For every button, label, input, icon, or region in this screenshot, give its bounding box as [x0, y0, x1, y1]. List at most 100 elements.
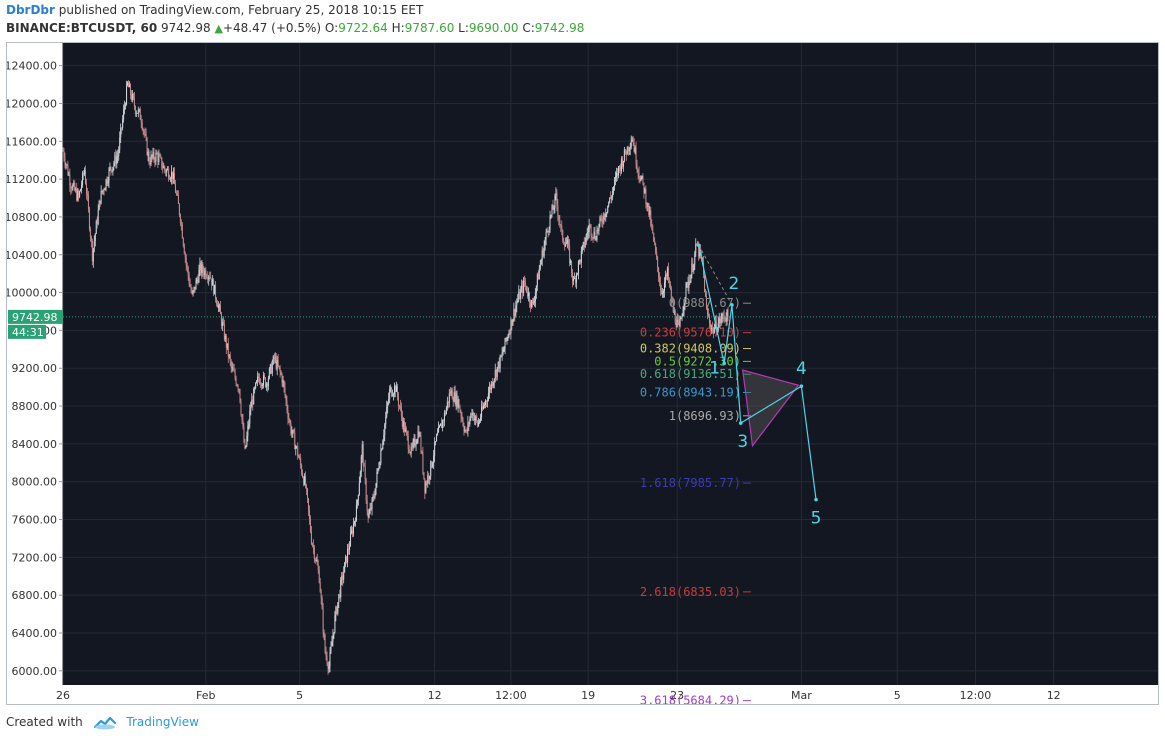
candle-body	[141, 122, 143, 130]
candle-body	[412, 441, 414, 448]
open-value: 9722.64	[338, 21, 388, 35]
candle-body	[654, 240, 656, 245]
candle-body	[322, 609, 324, 632]
candle-body	[311, 543, 313, 546]
candle-body	[648, 203, 650, 216]
candle-body	[251, 399, 253, 408]
candle-body	[395, 385, 397, 393]
candle-body	[581, 245, 583, 251]
candle-body	[275, 357, 277, 369]
candle-body	[410, 446, 412, 454]
candle-body	[641, 175, 643, 178]
candle-body	[266, 383, 268, 387]
candle-body	[571, 260, 573, 273]
candle-body	[277, 360, 279, 366]
candle-body	[160, 155, 162, 158]
candle-body	[659, 277, 661, 283]
candle-body	[600, 217, 602, 219]
candle-body	[558, 215, 560, 220]
candle-body	[292, 429, 294, 433]
candle-body	[319, 582, 321, 593]
candle-body	[165, 170, 167, 173]
candle-body	[127, 82, 129, 86]
high-value: 9787.60	[404, 21, 455, 35]
candle-body	[639, 177, 641, 181]
candle-body	[723, 315, 725, 319]
candle-body	[120, 127, 122, 138]
candle-body	[610, 197, 612, 199]
fib-level-label: 0.5(9272.30)	[654, 354, 741, 368]
candle-body	[110, 166, 112, 170]
candle-body	[707, 314, 709, 317]
candle-body	[339, 594, 341, 598]
candle-body	[196, 279, 198, 281]
candle-body	[672, 301, 674, 313]
candle-body	[88, 208, 90, 230]
candle-body	[256, 380, 258, 383]
ohlc-line: BINANCE:BTCUSDT, 60 9742.98 ▲+48.47 (+0.…	[6, 21, 584, 35]
candle-body	[348, 549, 350, 550]
candle-body	[530, 300, 532, 307]
candle-body	[713, 327, 715, 334]
candle-body	[440, 423, 442, 429]
candle-body	[406, 431, 408, 436]
candle-body	[536, 274, 538, 286]
candle-body	[148, 151, 150, 164]
candle-body	[657, 256, 659, 268]
candle-body	[512, 319, 514, 326]
candle-body	[170, 178, 172, 180]
candle-body	[405, 428, 407, 432]
candle-body	[477, 420, 479, 427]
candle-body	[217, 305, 219, 308]
candle-body	[142, 129, 144, 131]
candle-body	[548, 229, 550, 232]
candle-body	[325, 652, 327, 657]
candle-body	[668, 279, 670, 284]
candle-body	[185, 257, 187, 265]
candle-body	[307, 498, 309, 511]
candle-body	[647, 203, 649, 207]
candle-body	[615, 176, 617, 180]
countdown-badge	[8, 324, 46, 339]
candle-body	[663, 282, 665, 292]
candle-body	[156, 152, 158, 155]
candle-body	[85, 183, 87, 194]
candle-body	[308, 510, 310, 519]
candle-body	[419, 435, 421, 437]
candle-body	[397, 396, 399, 406]
candle-body	[533, 301, 535, 303]
candle-body	[143, 130, 145, 134]
candle-body	[345, 556, 347, 563]
candle-body	[483, 405, 485, 410]
candle-body	[720, 319, 722, 324]
candle-body	[541, 250, 543, 261]
candle-body	[490, 382, 492, 390]
candle-body	[282, 380, 284, 383]
candle-body	[681, 316, 683, 318]
candle-body	[214, 284, 216, 295]
candle-body	[594, 231, 596, 240]
price-chart[interactable]: 12400.00 12000.00 11600.00 11200.00 10800.00…	[6, 42, 1159, 705]
candle-body	[272, 356, 274, 364]
candle-body	[488, 386, 490, 394]
wave-line	[698, 245, 817, 500]
candle-body	[504, 338, 506, 349]
candle-body	[391, 387, 393, 396]
candle-body	[635, 147, 637, 165]
last-price: 9742.98	[161, 21, 211, 35]
candle-body	[78, 191, 80, 197]
candle-body	[540, 260, 542, 265]
candle-body	[706, 296, 708, 309]
candle-body	[521, 285, 523, 290]
candle-body	[396, 386, 398, 397]
author-name[interactable]: DbrDbr	[6, 3, 55, 17]
candle-body	[677, 319, 679, 322]
candle-body	[399, 406, 401, 408]
candle-body	[424, 478, 426, 493]
x-tick-label: 12	[1047, 689, 1061, 702]
chart-area[interactable]: 12400.00 12000.00 11600.00 11200.00 10800.00…	[6, 42, 1159, 705]
candle-body	[255, 382, 257, 389]
tradingview-link[interactable]: TradingView	[126, 715, 199, 729]
candle-body	[726, 309, 728, 322]
candle-body	[217, 303, 219, 308]
